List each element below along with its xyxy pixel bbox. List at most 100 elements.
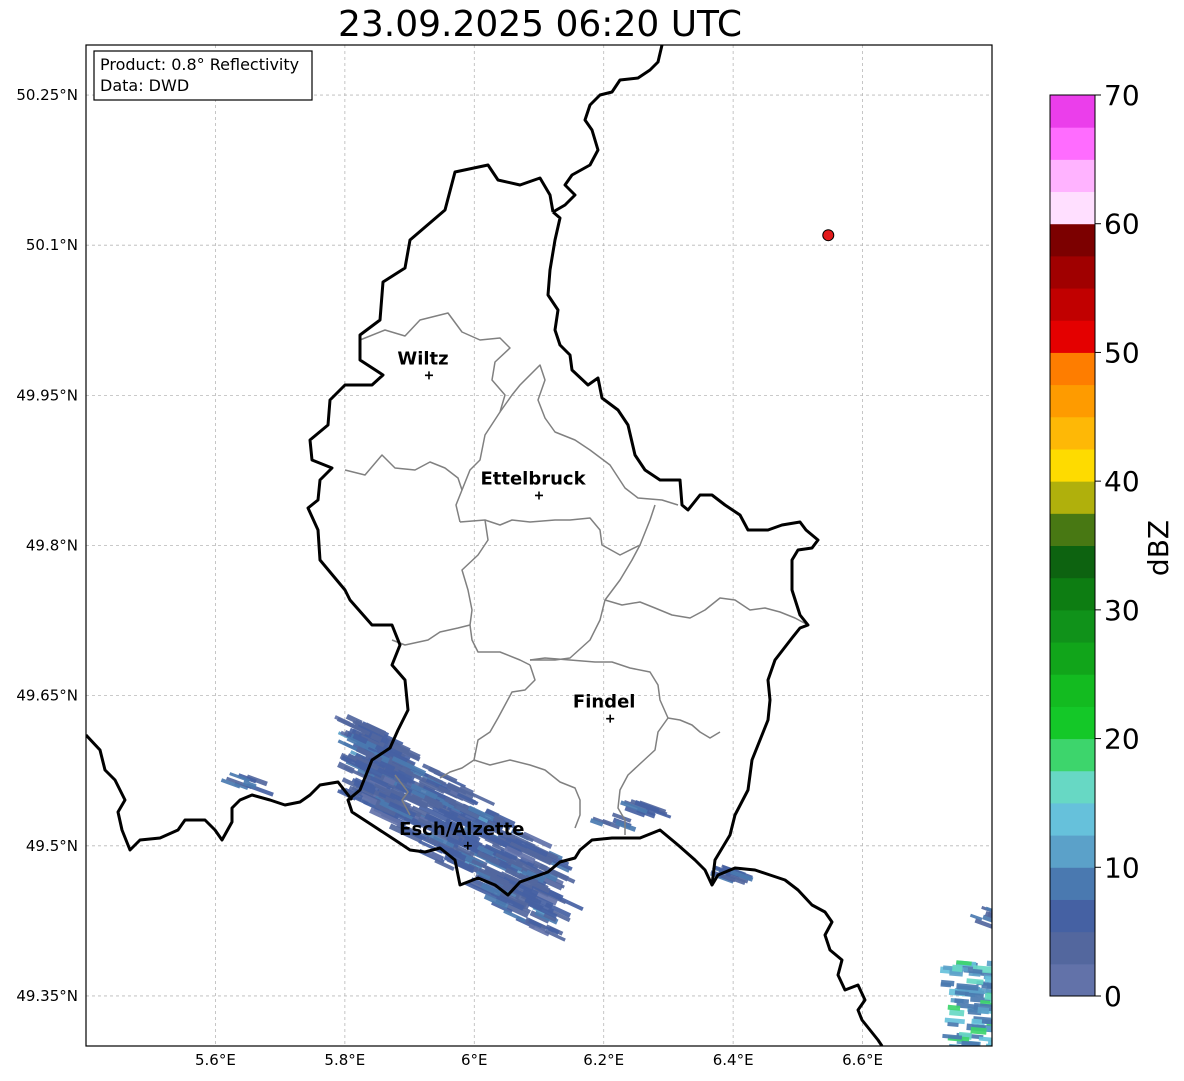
radar-echo-cell: [418, 804, 452, 824]
radar-echo-cell: [506, 903, 530, 919]
radar-echo-cell: [504, 845, 536, 864]
radar-echo-cell: [969, 913, 983, 921]
radar-echo-cell: [966, 978, 984, 985]
radar-echo-cell: [341, 777, 361, 790]
radar-echo-cell: [984, 993, 992, 1001]
colorbar-tick-label: 0: [1104, 980, 1122, 1013]
radar-echo-cell: [532, 859, 548, 870]
radar-echo-cell: [956, 983, 979, 991]
colorbar-tick-label: 70: [1104, 79, 1140, 112]
colorbar-segment: [1050, 384, 1095, 418]
radar-echo-cell: [423, 830, 455, 848]
radar-echo-cell: [500, 871, 534, 890]
radar-echo-cell: [467, 805, 495, 822]
radar-echo-cell: [620, 800, 648, 814]
radar-echo-cell: [730, 869, 754, 882]
colorbar-segment: [1050, 963, 1095, 997]
radar-echo-cell: [458, 784, 474, 796]
radar-echo-cell: [378, 731, 404, 746]
radar-echo-cell: [410, 794, 436, 810]
radar-echo-cell: [353, 780, 376, 795]
radar-echo-cell: [985, 1025, 992, 1034]
radar-echo-cell: [543, 912, 557, 923]
radar-echo-cell: [522, 831, 553, 849]
radar-echo-cell: [984, 976, 992, 984]
radar-echo-cell: [947, 1022, 959, 1027]
radar-echo-cell: [634, 800, 660, 814]
colorbar-segment: [1050, 416, 1095, 450]
canton-border-central: [459, 504, 656, 556]
canton-border-north: [359, 312, 511, 523]
colorbar: 0 10 20 30 40 50 60 70: [1049, 79, 1140, 1013]
radar-echo-cell: [434, 858, 455, 872]
radar-echo-cell: [411, 805, 430, 818]
radar-echo-cell: [528, 918, 543, 929]
colorbar-segment: [1050, 706, 1095, 740]
colorbar-segment: [1050, 127, 1095, 160]
radar-echo-cell: [425, 777, 443, 789]
radar-echo-cell: [480, 882, 502, 897]
colorbar-segment: [1050, 352, 1095, 386]
colorbar-tick-label: 50: [1104, 336, 1140, 369]
colorbar-segment: [1050, 95, 1095, 128]
radar-echo-cell: [970, 1026, 987, 1035]
radar-echo-cell: [418, 779, 445, 794]
radar-echo-cell: [994, 914, 1008, 922]
colorbar-segment: [1050, 609, 1095, 643]
radar-echo-cell: [611, 812, 632, 823]
radar-echo-cell: [225, 776, 253, 789]
lon-tick-label: 6°E: [461, 1051, 488, 1069]
canton-border-east-north: [499, 364, 679, 506]
radar-echo-cell: [496, 893, 525, 911]
germany-belgium-border: [552, 45, 664, 214]
lat-tick-label: 50.25°N: [16, 86, 78, 104]
radar-echo-cell: [359, 793, 378, 806]
radar-echo-cell: [489, 874, 520, 893]
colorbar-segment: [1050, 642, 1095, 675]
colorbar-segment: [1050, 159, 1095, 193]
canton-border-grevenmacher: [604, 597, 809, 626]
map-layers: Wiltz Ettelbruck Findel Esch/Alzette: [86, 45, 1008, 1046]
canton-border-mersch: [461, 519, 531, 666]
radar-echo-cell: [952, 964, 963, 973]
radar-echo-cell: [424, 813, 459, 833]
radar-echo-cell: [446, 835, 480, 855]
lat-tick-label: 49.8°N: [26, 537, 78, 555]
canton-borders: [344, 312, 809, 835]
radar-echo-cell: [985, 906, 992, 916]
city-label: Esch/Alzette: [399, 819, 524, 840]
lat-tick-label: 49.65°N: [16, 687, 78, 705]
radar-echo-cell: [499, 848, 518, 861]
radar-echo-cell: [961, 1040, 980, 1046]
colorbar-segment: [1050, 835, 1095, 868]
radar-echo-cell: [477, 845, 494, 857]
radar-echo-cell: [377, 767, 396, 779]
radar-echo-cell: [465, 881, 499, 900]
radar-echo-cell: [509, 841, 531, 854]
radar-echo-cell: [437, 785, 459, 799]
radar-echo-cell: [514, 837, 549, 858]
colorbar-segment: [1050, 448, 1095, 482]
lat-tick-label: 49.95°N: [16, 386, 78, 404]
radar-echo-cell: [423, 772, 447, 786]
radar-echo-cell: [242, 780, 257, 790]
radar-echo-cell: [940, 979, 955, 987]
radar-echo-cell: [956, 1002, 979, 1010]
radar-echo-cell: [369, 807, 402, 827]
radar-echo-cell: [389, 792, 404, 802]
radar-echo-cell: [364, 722, 387, 737]
colorbar-segment: [1050, 288, 1095, 321]
radar-echo-cell: [990, 998, 992, 1006]
radar-echo-cell: [974, 918, 992, 929]
colorbar-segment: [1050, 802, 1095, 836]
colorbar-tick-label: 30: [1104, 594, 1140, 627]
lon-tick-label: 6.4°E: [713, 1051, 754, 1069]
radar-echo-cell: [345, 713, 363, 726]
radar-echo-cell: [384, 796, 409, 810]
colorbar-tick-label: 60: [1104, 208, 1140, 241]
radar-echo-cell: [956, 960, 972, 966]
city-marker: [606, 714, 615, 723]
radar-echo-cell: [374, 803, 396, 817]
radar-echo-cell: [379, 799, 415, 820]
radar-echo-cell: [444, 818, 460, 829]
